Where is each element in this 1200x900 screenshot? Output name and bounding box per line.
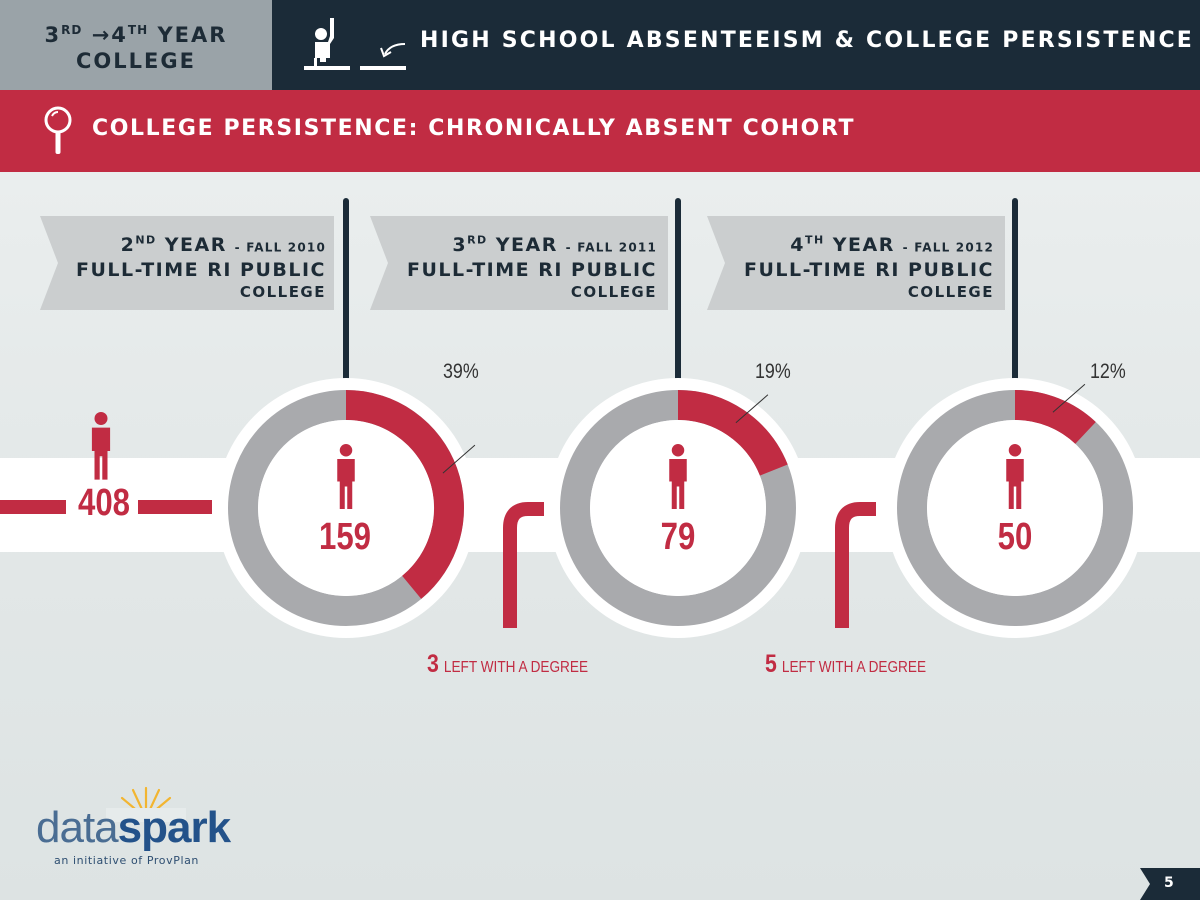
section-label-line2: COLLEGE <box>76 48 196 73</box>
stage-2-ring-persist <box>677 390 788 477</box>
stage-2-leader-line <box>735 394 769 424</box>
magnifier-icon <box>44 106 72 154</box>
left-with-degree-1-label: LEFT WITH A DEGREE <box>443 659 589 676</box>
stage-3-line3: COLLEGE <box>907 283 994 302</box>
header-title: HIGH SCHOOL ABSENTEEISM & COLLEGE PERSIS… <box>420 28 1195 53</box>
section-year-from: 3 <box>44 22 62 47</box>
section-year-word: YEAR <box>157 22 228 47</box>
left-with-degree-2-count: 5 <box>765 650 777 678</box>
start-count: 408 <box>78 482 130 524</box>
stage-1-pole <box>343 198 349 394</box>
stage-1-term: - FALL 2010 <box>234 240 326 255</box>
stage-1-leader-line <box>442 444 476 474</box>
stage-1-line3: COLLEGE <box>239 283 326 302</box>
stage-banner-text-3: 4TH YEAR - FALL 2012 FULL-TIME RI PUBLIC… <box>744 230 994 302</box>
exit-branch-1 <box>503 502 544 628</box>
stage-3-year-word: YEAR <box>832 234 895 257</box>
left-with-degree-1-count: 3 <box>427 650 439 678</box>
stage-3-leader-line <box>1052 383 1086 413</box>
stage-1-year-word: YEAR <box>164 234 227 257</box>
section-year-from-suffix: RD <box>61 22 83 37</box>
stage-2-line3: COLLEGE <box>570 283 657 302</box>
stage-1-year-num: 2 <box>120 234 136 257</box>
stage-1-banner <box>40 216 334 310</box>
stage-1-percent-label: 39% <box>443 360 479 383</box>
stage-2-pole <box>675 198 681 394</box>
stage-1-year-suffix: ND <box>135 234 157 247</box>
start-dash-right <box>138 500 212 514</box>
stage-3-banner <box>707 216 1005 310</box>
stage-2-line2: FULL-TIME RI PUBLIC <box>406 259 657 282</box>
start-person-icon <box>91 412 111 480</box>
stage-2-year-num: 3 <box>452 234 468 257</box>
left-with-degree-1: 3 LEFT WITH A DEGREE <box>427 650 588 679</box>
spark-burst-icon <box>106 786 186 822</box>
stage-2-banner <box>370 216 668 310</box>
section-arrow: → <box>91 22 112 47</box>
logo-word-part1: data <box>36 803 119 852</box>
down-arrow-icon <box>384 43 406 55</box>
stage-2-term: - FALL 2011 <box>565 240 657 255</box>
stage-banner-text-1: 2ND YEAR - FALL 2010 FULL-TIME RI PUBLIC… <box>76 230 326 302</box>
left-with-degree-2: 5 LEFT WITH A DEGREE <box>765 650 926 679</box>
student-raising-hand-icon <box>304 18 406 70</box>
stage-2-person-icon <box>669 444 687 509</box>
logo-word-part2: spark <box>117 803 231 852</box>
stage-1-person-icon <box>337 444 355 509</box>
page-number: 5 <box>1164 875 1174 891</box>
stage-3-pole <box>1012 198 1018 394</box>
stage-2-percent-label: 19% <box>755 360 791 383</box>
stage-3-year-suffix: TH <box>804 234 825 247</box>
section-label-line1: 3RD →4TH YEAR <box>0 17 272 48</box>
stage-3-person-icon <box>1006 444 1024 509</box>
section-year-to: 4 <box>111 22 128 47</box>
stage-3-year-num: 4 <box>790 234 805 257</box>
logo-subtitle: an initiative of ProvPlan <box>54 854 200 867</box>
header-bar <box>272 0 1200 90</box>
stage-2-ring-inner <box>590 420 766 596</box>
section-year-to-suffix: TH <box>127 22 149 37</box>
stage-2-year-suffix: RD <box>467 234 488 247</box>
page-number-tab <box>1140 868 1200 900</box>
section-label: 3RD →4TH YEAR COLLEGE <box>0 0 272 90</box>
stage-3-ring-inner <box>927 420 1103 596</box>
left-with-degree-2-label: LEFT WITH A DEGREE <box>781 659 927 676</box>
dataspark-logo: dataspark <box>36 803 231 852</box>
subtitle: COLLEGE PERSISTENCE: CHRONICALLY ABSENT … <box>92 116 856 141</box>
start-dash-left <box>0 500 66 514</box>
stage-1-count: 159 <box>319 516 371 558</box>
stage-1-line2: FULL-TIME RI PUBLIC <box>75 259 326 282</box>
stage-3-count: 50 <box>997 516 1033 558</box>
stage-2-count: 79 <box>660 516 696 558</box>
stage-1-ring-inner <box>258 420 434 596</box>
stage-banner-text-2: 3RD YEAR - FALL 2011 FULL-TIME RI PUBLIC… <box>407 230 657 302</box>
exit-branch-2 <box>835 502 876 628</box>
stage-2-year-word: YEAR <box>495 234 558 257</box>
stage-3-line2: FULL-TIME RI PUBLIC <box>743 259 994 282</box>
stage-3-percent-label: 12% <box>1090 360 1126 383</box>
subtitle-band <box>0 90 1200 172</box>
stage-3-term: - FALL 2012 <box>902 240 994 255</box>
